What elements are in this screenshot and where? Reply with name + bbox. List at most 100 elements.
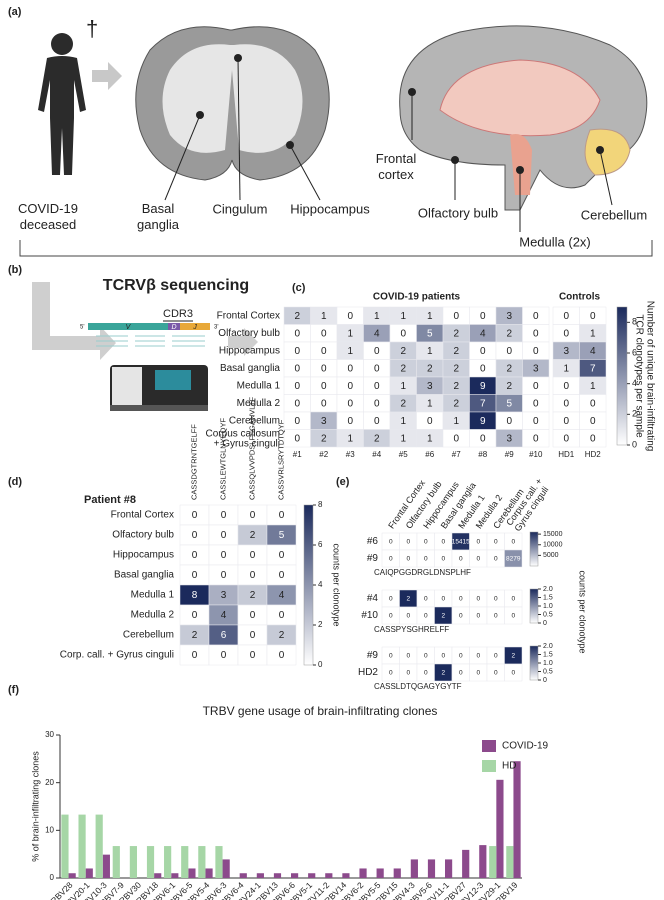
column-label: #8	[478, 450, 487, 459]
colorbar-tick-label: 1.0	[543, 660, 553, 667]
cell-label: 0	[294, 363, 300, 374]
cell-label: 0	[294, 328, 300, 339]
cell-label: 0	[321, 381, 327, 392]
colorbar-tick-label: 0.5	[543, 611, 553, 618]
cell-label: 0	[294, 346, 300, 357]
cell-label: 1	[400, 311, 406, 322]
cell-label: 0	[192, 530, 198, 541]
cell-label: 1	[347, 346, 353, 357]
cell-label: 0	[424, 670, 428, 677]
colorbar-label-line: Number of unique brain-infiltrating	[645, 301, 656, 452]
cell-label: 2	[506, 381, 512, 392]
cell-label: 6	[221, 630, 227, 641]
cell-label: 1	[347, 328, 353, 339]
bar	[427, 859, 436, 878]
cell-label: 2	[400, 363, 406, 374]
label: COVID-19 deceased	[18, 201, 78, 232]
legend-swatch	[482, 740, 496, 752]
colorbar-tick-label: 15000	[543, 531, 563, 538]
cell-label: 1	[347, 433, 353, 444]
cell-label: 1	[321, 311, 327, 322]
cell-label: 0	[533, 398, 539, 409]
cell-label: 2	[427, 363, 433, 374]
label-line: Basal	[142, 201, 175, 216]
column-label: #1	[293, 450, 302, 459]
row-label: HD2	[358, 667, 378, 678]
cell-label: 2	[250, 530, 256, 541]
cell-label: 0	[590, 416, 596, 427]
colorbar-tick-label: 2	[632, 409, 637, 419]
label: 3'	[214, 325, 218, 331]
cell-label: 0	[294, 416, 300, 427]
row-label: Medulla 2	[131, 610, 175, 621]
bar	[256, 873, 264, 878]
cell-label: 0	[453, 433, 459, 444]
group-label: Controls	[559, 292, 601, 303]
label: V	[126, 324, 132, 331]
colorbar	[529, 531, 539, 567]
cell-label: 4	[279, 590, 285, 601]
cell-label: 2	[400, 398, 406, 409]
d-segment	[168, 323, 180, 330]
row-label: #9	[367, 553, 379, 564]
colorbar-label: counts per clonotype	[332, 543, 342, 626]
cell-label: 0	[494, 613, 498, 620]
cell-label: 0	[476, 613, 480, 620]
cell-label: 0	[441, 539, 445, 546]
colorbar-tick-label: 2.0	[543, 586, 553, 593]
cell-label: 7	[590, 363, 596, 374]
colorbar-tick-label: 5000	[543, 552, 559, 559]
cell-label: 0	[374, 346, 380, 357]
bar	[506, 846, 514, 878]
label: 5'	[80, 325, 84, 331]
cell-label: 0	[424, 539, 428, 546]
colorbar-tick-label: 2.0	[543, 643, 553, 650]
cell-label: 0	[279, 550, 285, 561]
bracket	[19, 240, 653, 257]
cell-label: 1	[427, 346, 433, 357]
row-label: Medulla 1	[131, 590, 175, 601]
cell-label: 0	[459, 556, 463, 563]
cell-label: 0	[563, 416, 569, 427]
bar	[342, 873, 350, 878]
cell-label: 2	[453, 363, 459, 374]
cell-label: 2	[506, 363, 512, 374]
bar	[410, 859, 418, 878]
cell-label: 0	[406, 670, 410, 677]
cell-label: 0	[279, 610, 285, 621]
cell-label: 2	[453, 346, 459, 357]
v-segment	[88, 323, 168, 330]
colorbar-tick-label: 1.5	[543, 594, 553, 601]
cell-label: 0	[511, 596, 515, 603]
row-label: Olfactory bulb	[218, 328, 280, 339]
bar	[393, 868, 401, 878]
heatmap-cell	[266, 644, 297, 666]
cell-label: 0	[279, 510, 285, 521]
bar	[215, 846, 223, 878]
cell-label: 0	[347, 416, 353, 427]
bar	[154, 873, 162, 878]
bar	[188, 868, 196, 878]
colorbar-tick-label: 0.5	[543, 668, 553, 675]
cell-label: 0	[250, 610, 256, 621]
cell-label: 0	[563, 328, 569, 339]
bar	[164, 846, 172, 878]
cell-label: 0	[494, 670, 498, 677]
cell-label: 0	[192, 570, 198, 581]
cell-label: 0	[590, 311, 596, 322]
bar	[95, 814, 103, 878]
label-line: Frontal	[376, 151, 417, 166]
cell-label: 0	[347, 363, 353, 374]
cell-label: 0	[533, 433, 539, 444]
legend-swatch	[482, 760, 496, 772]
j-segment	[180, 323, 210, 330]
cell-label: 0	[250, 630, 256, 641]
heatmap-cell	[504, 606, 523, 625]
label: Olfactory bulb	[418, 205, 498, 220]
column-label: #10	[529, 450, 543, 459]
group-label: COVID-19 patients	[373, 292, 461, 303]
cell-label: 0	[494, 539, 498, 546]
row-label: Corp. call. + Gyrus cinguli	[60, 650, 174, 661]
cell-label: 0	[533, 311, 539, 322]
